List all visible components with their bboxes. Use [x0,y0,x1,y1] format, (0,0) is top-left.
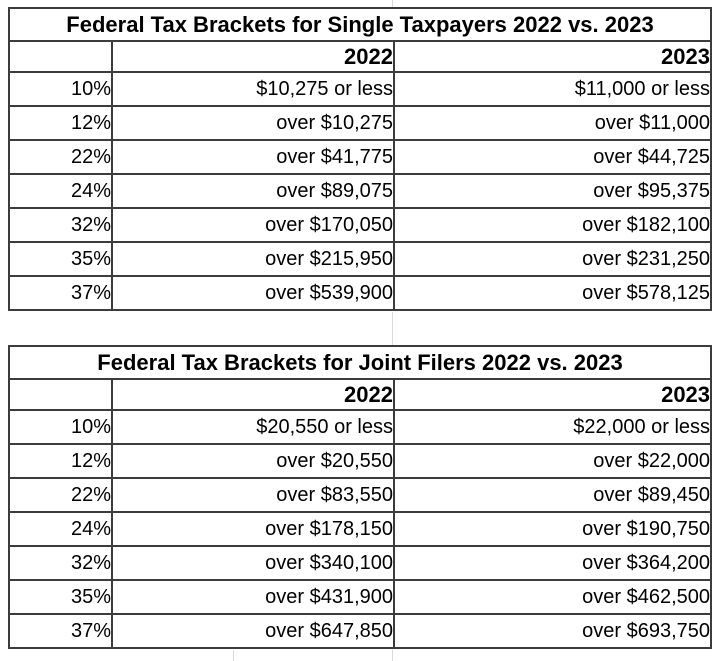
rate-column-header [8,378,113,411]
year-2023-column-header: 2023 [392,378,713,411]
year-2022-column-header: 2022 [111,378,395,411]
table-row: 32% over $340,100 over $364,200 [8,545,713,581]
amount-2023-cell: over $578,125 [393,275,712,311]
table-row: 22% over $41,775 over $44,725 [8,139,712,175]
amount-2023-cell: over $11,000 [393,105,712,141]
rate-cell: 37% [8,613,113,649]
amount-2023-cell: over $190,750 [392,511,713,547]
sheet-gridline [392,0,393,7]
column-header-row: 2022 2023 [8,40,712,73]
amount-2022-cell: over $83,550 [111,477,395,513]
amount-2023-cell: over $95,375 [393,173,712,209]
amount-2023-cell: over $44,725 [393,139,712,175]
amount-2022-cell: over $215,950 [111,241,395,277]
amount-2023-cell: over $22,000 [392,443,713,479]
rate-cell: 10% [8,71,113,107]
amount-2022-cell: over $41,775 [111,139,395,175]
table-row: 35% over $215,950 over $231,250 [8,241,712,277]
amount-2022-cell: $10,275 or less [111,71,395,107]
year-2022-column-header: 2022 [111,40,395,73]
table-row: 24% over $89,075 over $95,375 [8,173,712,209]
rate-column-header [8,40,113,73]
rate-cell: 12% [8,105,113,141]
table-row: 37% over $539,900 over $578,125 [8,275,712,311]
joint-filers-table: Federal Tax Brackets for Joint Filers 20… [7,345,713,649]
rate-cell: 10% [8,409,113,445]
amount-2022-cell: $20,550 or less [111,409,395,445]
sheet-gridline [392,312,393,345]
table-row: 10% $20,550 or less $22,000 or less [8,409,713,445]
amount-2023-cell: over $182,100 [393,207,712,243]
amount-2023-cell: over $231,250 [393,241,712,277]
rate-cell: 37% [8,275,113,311]
amount-2022-cell: over $170,050 [111,207,395,243]
rate-cell: 24% [8,173,113,209]
table-row: 32% over $170,050 over $182,100 [8,207,712,243]
table-row: 12% over $20,550 over $22,000 [8,443,713,479]
table-title-row: Federal Tax Brackets for Joint Filers 20… [7,345,713,380]
table-row: 22% over $83,550 over $89,450 [8,477,713,513]
rate-cell: 35% [8,241,113,277]
table-title: Federal Tax Brackets for Joint Filers 20… [7,345,713,380]
amount-2022-cell: over $10,275 [111,105,395,141]
amount-2023-cell: over $462,500 [392,579,713,615]
table-row: 12% over $10,275 over $11,000 [8,105,712,141]
amount-2023-cell: over $693,750 [392,613,713,649]
amount-2022-cell: over $89,075 [111,173,395,209]
column-header-row: 2022 2023 [8,378,713,411]
rate-cell: 12% [8,443,113,479]
single-taxpayers-table: Federal Tax Brackets for Single Taxpayer… [8,7,712,311]
rate-cell: 35% [8,579,113,615]
rate-cell: 22% [8,477,113,513]
amount-2022-cell: over $20,550 [111,443,395,479]
amount-2022-cell: over $340,100 [111,545,395,581]
amount-2022-cell: over $431,900 [111,579,395,615]
table-title-row: Federal Tax Brackets for Single Taxpayer… [8,7,712,42]
sheet-gridline [392,650,393,661]
amount-2022-cell: over $647,850 [111,613,395,649]
table-row: 10% $10,275 or less $11,000 or less [8,71,712,107]
year-2023-column-header: 2023 [393,40,712,73]
rate-cell: 32% [8,207,113,243]
table-title: Federal Tax Brackets for Single Taxpayer… [8,7,712,42]
rate-cell: 32% [8,545,113,581]
rate-cell: 22% [8,139,113,175]
amount-2023-cell: over $89,450 [392,477,713,513]
rate-cell: 24% [8,511,113,547]
amount-2023-cell: $11,000 or less [393,71,712,107]
table-row: 24% over $178,150 over $190,750 [8,511,713,547]
amount-2022-cell: over $539,900 [111,275,395,311]
amount-2023-cell: $22,000 or less [392,409,713,445]
amount-2022-cell: over $178,150 [111,511,395,547]
table-row: 37% over $647,850 over $693,750 [8,613,713,649]
amount-2023-cell: over $364,200 [392,545,713,581]
sheet-gridline [233,650,234,661]
table-row: 35% over $431,900 over $462,500 [8,579,713,615]
